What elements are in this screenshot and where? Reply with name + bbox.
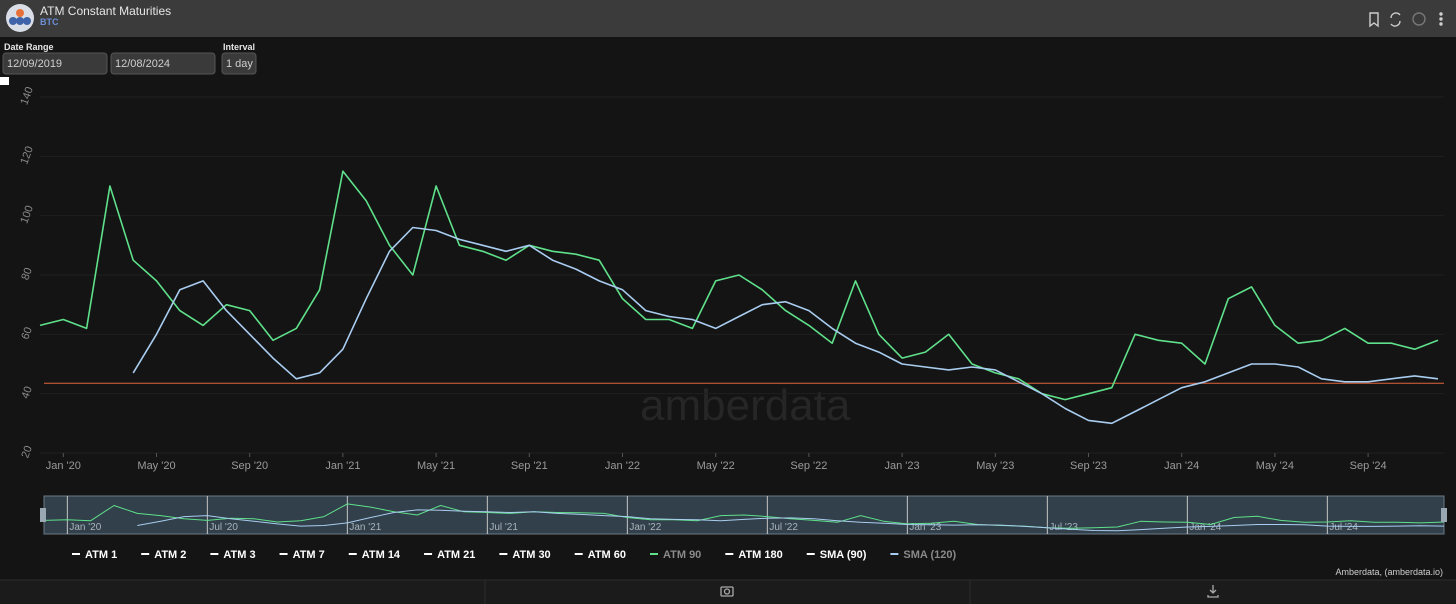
download-button[interactable] bbox=[1207, 585, 1219, 598]
x-tick-label: Sep '20 bbox=[231, 460, 268, 472]
y-tick-label: 100 bbox=[18, 204, 36, 225]
legend-label[interactable]: SMA (90) bbox=[820, 549, 867, 561]
slider-tick-label: Jan '22 bbox=[629, 522, 661, 533]
x-tick-label: Sep '21 bbox=[511, 460, 548, 472]
legend-label[interactable]: ATM 7 bbox=[293, 549, 325, 561]
y-tick-label: 140 bbox=[18, 85, 36, 106]
plot: 20 40 60 80 100 120 140 Jan '20 May '20 Sep '20 Ja… bbox=[18, 85, 1447, 561]
slider-tick-label: Jan '21 bbox=[349, 522, 381, 533]
x-tick-label: Jan '20 bbox=[46, 460, 81, 472]
legend-label[interactable]: SMA (120) bbox=[903, 549, 956, 561]
y-tick-label: 20 bbox=[19, 444, 34, 460]
header-icons[interactable] bbox=[1369, 12, 1443, 28]
y-tick-label: 40 bbox=[19, 385, 34, 401]
legend-label[interactable]: ATM 30 bbox=[512, 549, 550, 561]
sidebar-toggle[interactable] bbox=[0, 77, 9, 85]
x-tick-label: May '23 bbox=[976, 460, 1014, 472]
slider-tick-label: Jul '23 bbox=[1049, 522, 1078, 533]
legend-label[interactable]: ATM 21 bbox=[437, 549, 475, 561]
slider-tick-label: Jan '20 bbox=[69, 522, 101, 533]
series-line bbox=[132, 226, 1439, 425]
legend-label[interactable]: ATM 3 bbox=[223, 549, 255, 561]
x-tick-label: Sep '23 bbox=[1070, 460, 1107, 472]
x-tick-label: Jan '22 bbox=[605, 460, 640, 472]
credit: Amberdata, (amberdata.io) bbox=[1335, 567, 1443, 577]
watermark: amberdata bbox=[640, 381, 851, 430]
x-tick-label: Jan '24 bbox=[1164, 460, 1199, 472]
x-tick-label: May '20 bbox=[137, 460, 175, 472]
interval: 1 day bbox=[226, 58, 253, 70]
slider-handle[interactable] bbox=[40, 508, 46, 522]
y-tick-label: 60 bbox=[19, 325, 34, 341]
series-line bbox=[39, 170, 1439, 401]
slider-tick-label: Jul '22 bbox=[769, 522, 798, 533]
interval-label: Interval bbox=[223, 42, 255, 52]
x-tick-label: Sep '24 bbox=[1350, 460, 1387, 472]
header-bar bbox=[0, 0, 1456, 37]
camera-button[interactable] bbox=[720, 586, 734, 597]
header-subtitle: BTC bbox=[40, 17, 59, 27]
header-title: ATM Constant Maturities bbox=[40, 4, 171, 18]
start-date-input[interactable] bbox=[2, 52, 108, 75]
slider-handle[interactable] bbox=[1441, 508, 1447, 522]
start-date: 12/09/2019 bbox=[7, 58, 62, 70]
y-tick-label: 80 bbox=[19, 266, 34, 282]
x-tick-label: May '21 bbox=[417, 460, 455, 472]
logo bbox=[6, 4, 34, 32]
legend-label[interactable]: ATM 180 bbox=[738, 549, 782, 561]
series-line bbox=[43, 503, 1445, 529]
x-tick-label: May '24 bbox=[1256, 460, 1294, 472]
x-tick-label: Jan '23 bbox=[885, 460, 920, 472]
end-date: 12/08/2024 bbox=[115, 58, 170, 70]
x-tick-label: Sep '22 bbox=[790, 460, 827, 472]
slider-tick-label: Jul '21 bbox=[489, 522, 518, 533]
interval-input[interactable] bbox=[221, 52, 257, 75]
legend-label[interactable]: ATM 60 bbox=[588, 549, 626, 561]
slider-tick-label: Jul '20 bbox=[209, 522, 238, 533]
y-tick-label: 120 bbox=[18, 145, 36, 166]
slider-tick-label: Jan '23 bbox=[909, 522, 941, 533]
end-date-input[interactable] bbox=[110, 52, 216, 75]
x-tick-label: May '22 bbox=[697, 460, 735, 472]
date-range-label: Date Range bbox=[4, 42, 54, 52]
legend-label[interactable]: ATM 2 bbox=[154, 549, 186, 561]
slider-tick-label: Jan '24 bbox=[1189, 522, 1221, 533]
legend-label[interactable]: ATM 14 bbox=[362, 549, 401, 561]
x-tick-label: Jan '21 bbox=[325, 460, 360, 472]
legend-label[interactable]: ATM 1 bbox=[85, 549, 117, 561]
footer-bar bbox=[0, 580, 1456, 604]
legend-label[interactable]: ATM 90 bbox=[663, 549, 701, 561]
slider-tick-label: Jul '24 bbox=[1329, 522, 1358, 533]
series-line bbox=[137, 509, 1445, 532]
